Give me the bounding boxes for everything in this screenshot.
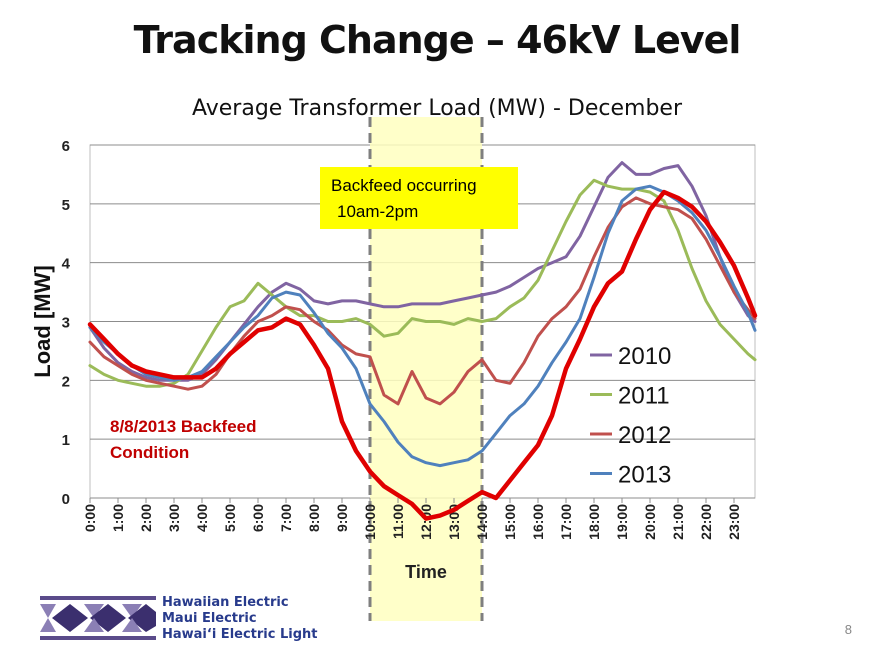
backfeed-label-line: 10am-2pm	[337, 202, 418, 221]
x-tick-label: 18:00	[586, 504, 602, 540]
series-line-2013	[88, 184, 757, 468]
brand-line-maui-electric: Maui Electric	[162, 611, 257, 626]
x-tick-label: 22:00	[698, 504, 714, 540]
x-tick-label: 3:00	[166, 504, 182, 532]
y-tick-label: 4	[62, 256, 71, 273]
y-axis-title: Load [MW]	[30, 265, 55, 377]
page-number: 8	[844, 622, 852, 637]
x-tick-label: 9:00	[334, 504, 350, 532]
y-tick-label: 6	[62, 138, 70, 155]
x-tick-label: 5:00	[222, 504, 238, 532]
x-tick-label: 11:00	[390, 504, 406, 539]
chart-title: Average Transformer Load (MW) - December	[191, 96, 682, 121]
backfeed-condition-label-line: 8/8/2013 Backfeed	[110, 417, 257, 436]
x-tick-label: 19:00	[614, 504, 630, 540]
x-tick-label: 20:00	[642, 504, 658, 540]
x-tick-label: 2:00	[138, 504, 154, 532]
x-tick-label: 8:00	[306, 504, 322, 532]
x-tick-label: 15:00	[502, 504, 518, 540]
series-line-2011	[88, 178, 757, 388]
series-line-2010	[88, 161, 757, 382]
x-tick-label: 7:00	[278, 504, 294, 532]
backfeed-label-line: Backfeed occurring	[331, 176, 477, 195]
x-tick-label: 23:00	[726, 504, 742, 540]
legend-label-2013: 2013	[618, 462, 671, 489]
legend-label-2010: 2010	[618, 343, 671, 370]
legend-label-2011: 2011	[618, 383, 670, 410]
backfeed-condition-label-line: Condition	[110, 443, 189, 462]
x-tick-label: 14:00	[474, 504, 490, 540]
slide-title: Tracking Change – 46kV Level	[133, 18, 742, 62]
x-tick-label: 1:00	[110, 504, 126, 532]
x-tick-label: 0:00	[82, 504, 98, 532]
brand-names: Hawaiian Electric Maui Electric Hawai‘i …	[162, 595, 318, 643]
y-tick-label: 5	[62, 197, 70, 214]
series-line-8-8-2013	[87, 189, 758, 521]
backfeed-label-box	[320, 167, 518, 229]
legend-label-2012: 2012	[618, 422, 671, 449]
x-tick-label: 12:00	[418, 504, 434, 540]
brand-line-hawaiian-electric: Hawaiian Electric	[162, 595, 289, 610]
y-tick-label: 1	[62, 432, 70, 449]
brand-line-hawaii-electric-light: Hawai‘i Electric Light	[162, 627, 318, 642]
company-logo	[40, 596, 156, 640]
x-tick-label: 10:00	[362, 504, 378, 540]
x-tick-label: 21:00	[670, 504, 686, 540]
y-tick-label: 0	[62, 491, 70, 508]
x-tick-label: 6:00	[250, 504, 266, 532]
x-axis-title: Time	[405, 562, 447, 582]
y-tick-label: 3	[62, 315, 70, 332]
series-line-2012	[88, 196, 757, 406]
x-tick-label: 17:00	[558, 504, 574, 540]
y-tick-label: 2	[62, 373, 70, 390]
x-tick-label: 4:00	[194, 504, 210, 532]
x-tick-label: 16:00	[530, 504, 546, 540]
